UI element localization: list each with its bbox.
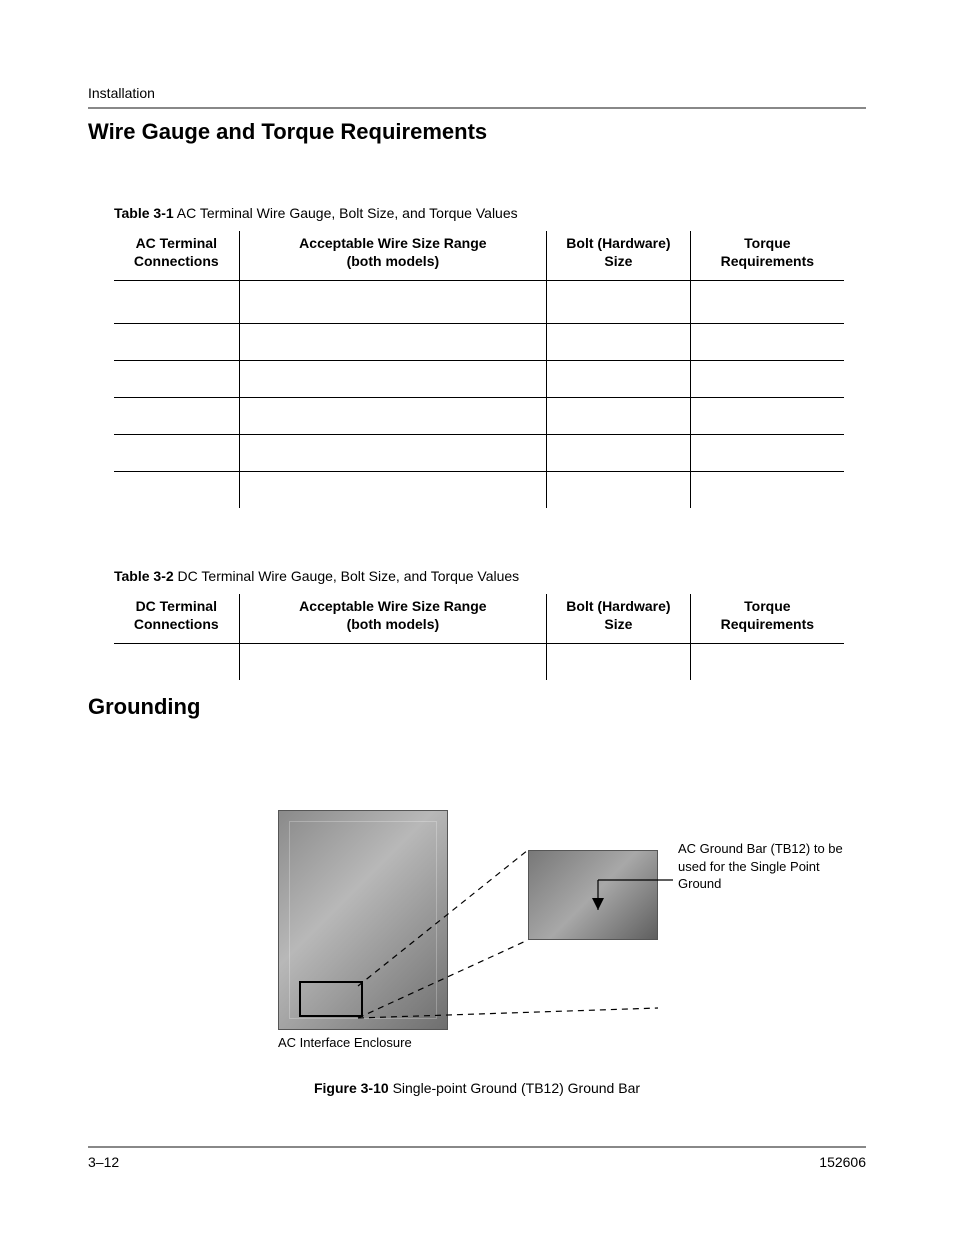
table-3-1-label: Table 3-1 [114, 205, 174, 221]
table-3-2-caption: Table 3-2 DC Terminal Wire Gauge, Bolt S… [114, 568, 866, 584]
page-footer: 3–12 152606 [88, 1146, 866, 1170]
header-section-label: Installation [88, 85, 866, 101]
table-3-2-body [114, 644, 844, 681]
table-3-1-header-bolt-size: Bolt (Hardware)Size [547, 231, 691, 281]
table-3-2-header-wire-size: Acceptable Wire Size Range(both models) [239, 594, 547, 644]
table-row [114, 435, 844, 472]
table-row [114, 644, 844, 681]
figure-3-10-label: Figure 3-10 [314, 1080, 389, 1096]
section-title-grounding: Grounding [88, 694, 866, 720]
table-row [114, 472, 844, 509]
figure-photo-label: AC Interface Enclosure [278, 1035, 412, 1050]
figure-3-10-caption: Figure 3-10 Single-point Ground (TB12) G… [88, 1080, 866, 1096]
figure-annotation: AC Ground Bar (TB12) to be used for the … [678, 840, 848, 893]
table-3-2-header-dc-terminal: DC TerminalConnections [114, 594, 239, 644]
page: Installation Wire Gauge and Torque Requi… [0, 0, 954, 1235]
footer-page-number: 3–12 [88, 1154, 119, 1170]
table-3-2-text: DC Terminal Wire Gauge, Bolt Size, and T… [178, 568, 520, 584]
table-3-2: DC TerminalConnections Acceptable Wire S… [114, 594, 844, 680]
table-3-1-header-wire-size: Acceptable Wire Size Range(both models) [239, 231, 547, 281]
figure-3-10: AC Ground Bar (TB12) to be used for the … [278, 810, 858, 1040]
table-3-1-header-torque: TorqueRequirements [690, 231, 844, 281]
table-row [114, 361, 844, 398]
figure-3-10-text: Single-point Ground (TB12) Ground Bar [393, 1080, 640, 1096]
section-title-wire-gauge: Wire Gauge and Torque Requirements [88, 119, 866, 145]
table-3-2-header-torque: TorqueRequirements [690, 594, 844, 644]
figure-main-photo [278, 810, 448, 1030]
table-3-2-label: Table 3-2 [114, 568, 174, 584]
table-row [114, 281, 844, 324]
figure-highlight-box [299, 981, 363, 1017]
footer-rule [88, 1146, 866, 1148]
table-3-1: AC TerminalConnections Acceptable Wire S… [114, 231, 844, 508]
table-3-1-text: AC Terminal Wire Gauge, Bolt Size, and T… [177, 205, 518, 221]
table-3-1-body [114, 281, 844, 509]
header-rule [88, 107, 866, 109]
table-3-1-header-ac-terminal: AC TerminalConnections [114, 231, 239, 281]
footer-doc-number: 152606 [819, 1154, 866, 1170]
table-3-2-header-bolt-size: Bolt (Hardware)Size [547, 594, 691, 644]
figure-zoom-photo [528, 850, 658, 940]
table-3-1-caption: Table 3-1 AC Terminal Wire Gauge, Bolt S… [114, 205, 866, 221]
table-row [114, 324, 844, 361]
table-row [114, 398, 844, 435]
